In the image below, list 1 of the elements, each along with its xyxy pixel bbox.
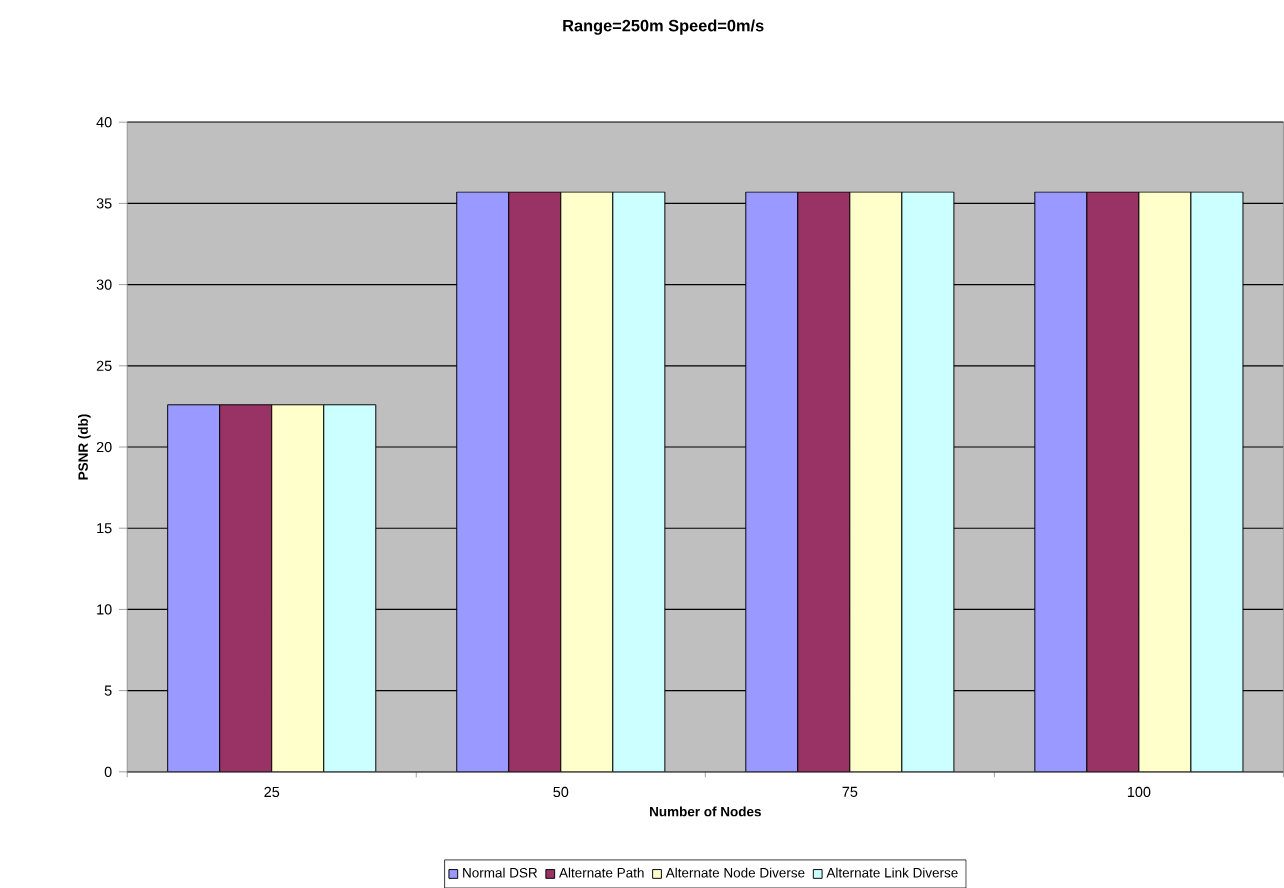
chart-title: Range=250m Speed=0m/s [563,19,764,35]
